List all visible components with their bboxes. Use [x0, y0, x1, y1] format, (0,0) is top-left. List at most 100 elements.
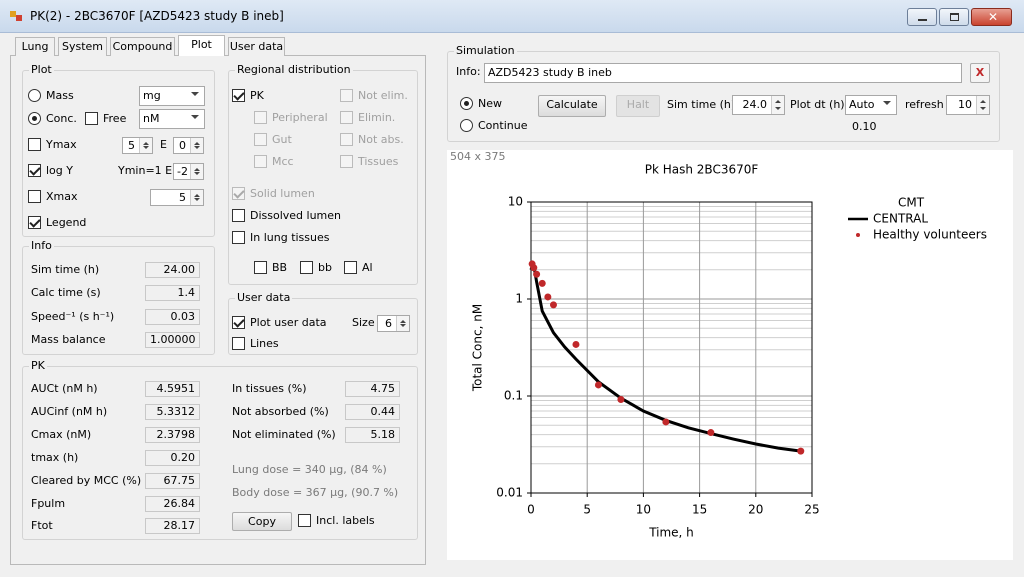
- tab[interactable]: Compound: [110, 37, 175, 56]
- radio-button[interactable]: Conc.: [28, 111, 178, 127]
- spin-box[interactable]: 6: [377, 315, 410, 332]
- label: 504 x 375: [450, 150, 506, 163]
- field-arrows: [771, 96, 784, 114]
- x-tick-label: 15: [692, 503, 707, 517]
- tab[interactable]: Lung: [15, 37, 55, 56]
- title-bar: PK(2) - 2BC3670F [AZD5423 study B ineb] …: [0, 0, 1024, 33]
- data-point: [594, 381, 602, 389]
- data-point: [662, 418, 670, 426]
- button[interactable]: X: [970, 63, 990, 83]
- label: Sim time (h): [667, 98, 736, 111]
- app-icon: [16, 15, 22, 21]
- checkbox[interactable]: BB: [254, 260, 404, 276]
- label: Plot dt (h): [790, 98, 845, 111]
- data-point: [530, 264, 538, 272]
- label: refresh: [905, 98, 944, 111]
- field-text: 2.3798: [156, 427, 196, 441]
- label: Lung dose = 340 µg, (84 %): [232, 463, 387, 476]
- checkbox[interactable]: Ymax: [28, 137, 178, 153]
- tab[interactable]: User data: [228, 37, 285, 56]
- dropdown[interactable]: mg: [139, 86, 205, 106]
- check-box: [340, 155, 353, 168]
- check-label: Tissues: [358, 155, 399, 168]
- check-box: [460, 97, 473, 110]
- group-box: User data: [228, 291, 418, 355]
- check-label: PK: [250, 89, 264, 102]
- check-box: [460, 119, 473, 132]
- checkbox[interactable]: Free: [85, 111, 235, 127]
- radio-button[interactable]: Continue: [460, 118, 610, 134]
- field-arrows: [880, 96, 896, 114]
- button[interactable]: Copy: [232, 512, 292, 531]
- checkbox[interactable]: Xmax: [28, 189, 178, 205]
- group-title: Regional distribution: [235, 63, 353, 76]
- field-text: mg: [143, 89, 161, 102]
- field-text: 0: [179, 139, 186, 152]
- check-label: Legend: [46, 216, 87, 229]
- check-label: Peripheral: [272, 111, 328, 124]
- legend-label: Healthy volunteers: [873, 228, 987, 242]
- checkbox[interactable]: log Y: [28, 163, 178, 179]
- data-point: [533, 270, 541, 278]
- label: Ymin=1 E: [118, 164, 173, 177]
- tab[interactable]: Plot: [178, 35, 225, 56]
- group-box: Regional distribution: [228, 63, 418, 285]
- checkbox[interactable]: Dissolved lumen: [232, 208, 382, 224]
- field-text: 1.4: [177, 286, 196, 300]
- check-label: Mass: [46, 89, 74, 102]
- spin-box[interactable]: 5: [150, 189, 204, 206]
- label: Not eliminated (%): [232, 428, 336, 441]
- data-point: [549, 301, 557, 309]
- check-box: [232, 337, 245, 350]
- checkbox[interactable]: bb: [300, 260, 450, 276]
- data-point: [572, 340, 580, 348]
- field-arrows: [190, 190, 203, 205]
- check-label: Mcc: [272, 155, 294, 168]
- minimize-button[interactable]: [907, 8, 937, 26]
- spin-box[interactable]: 10: [946, 95, 990, 115]
- checkbox[interactable]: In lung tissues: [232, 230, 382, 246]
- spin-box[interactable]: 24.0: [732, 95, 785, 115]
- text-input[interactable]: AZD5423 study B ineb: [484, 63, 962, 83]
- close-button[interactable]: ✕: [971, 8, 1012, 26]
- spin-box[interactable]: -2: [173, 163, 204, 180]
- data-point: [544, 293, 552, 301]
- checkbox[interactable]: Legend: [28, 215, 178, 231]
- radio-button[interactable]: Mass: [28, 88, 178, 104]
- tab[interactable]: System: [58, 37, 107, 56]
- checkbox[interactable]: Al: [344, 260, 494, 276]
- app-icon: [10, 11, 16, 17]
- check-box: [300, 261, 313, 274]
- field-text: 10: [958, 98, 972, 111]
- field-text: 24.0: [742, 98, 768, 111]
- field-text: nM: [143, 112, 160, 125]
- checkbox[interactable]: Lines: [232, 336, 382, 352]
- field-text: 4.5951: [156, 382, 196, 395]
- check-label: Gut: [272, 133, 292, 146]
- plot-frame: [530, 201, 813, 494]
- value-field: 1.4: [145, 285, 200, 302]
- field-text: 26.84: [163, 496, 196, 510]
- check-box: [254, 261, 267, 274]
- check-box: [232, 209, 245, 222]
- value-field: 0.44: [345, 404, 400, 420]
- checkbox[interactable]: PK: [232, 88, 382, 104]
- spin-box[interactable]: 5: [122, 137, 153, 154]
- field-text: 4.75: [370, 382, 396, 395]
- button[interactable]: Calculate: [538, 95, 606, 117]
- checkbox[interactable]: Plot user data: [232, 315, 382, 331]
- radio-button[interactable]: New: [460, 96, 610, 112]
- check-label: log Y: [46, 164, 73, 177]
- maximize-button[interactable]: [939, 8, 969, 26]
- label: Size: [352, 316, 375, 329]
- field-text: 5: [128, 139, 135, 152]
- dropdown[interactable]: nM: [139, 109, 205, 129]
- checkbox[interactable]: Incl. labels: [298, 513, 448, 529]
- check-box: [298, 514, 311, 527]
- dropdown[interactable]: Auto: [845, 95, 897, 115]
- value-field: 4.75: [345, 381, 400, 397]
- group-title: Plot: [29, 63, 54, 76]
- y-tick-label: 0.1: [504, 389, 523, 403]
- spin-box[interactable]: 0: [173, 137, 204, 154]
